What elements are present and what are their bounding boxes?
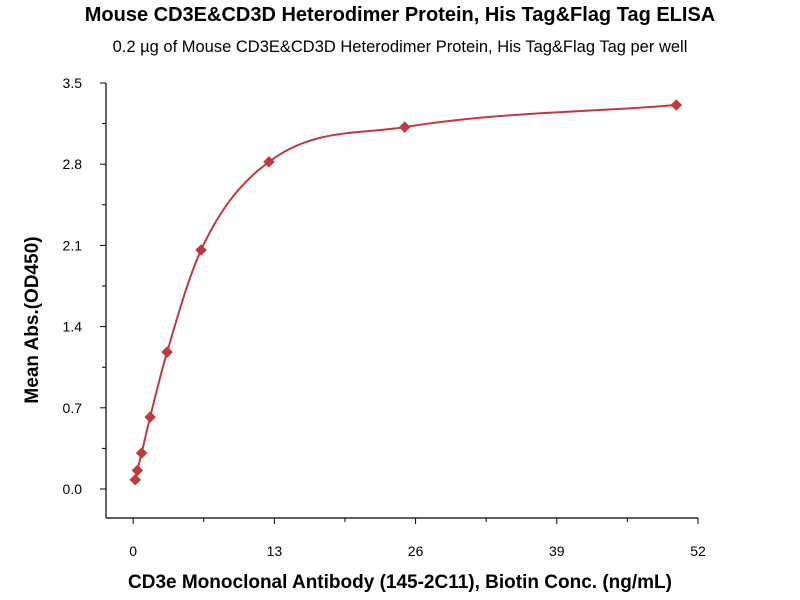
chart-title: Mouse CD3E&CD3D Heterodimer Protein, His… bbox=[84, 4, 716, 26]
x-tick-label: 26 bbox=[408, 543, 424, 559]
x-tick-label: 39 bbox=[549, 543, 565, 559]
y-tick-label: 0.0 bbox=[63, 481, 83, 497]
chart-subtitle: 0.2 µg of Mouse CD3E&CD3D Heterodimer Pr… bbox=[112, 38, 688, 56]
data-point bbox=[195, 244, 207, 256]
y-tick-label: 2.8 bbox=[63, 156, 83, 172]
data-point bbox=[131, 464, 144, 477]
data-point bbox=[263, 156, 275, 168]
y-tick-label: 3.5 bbox=[63, 75, 83, 91]
data-point bbox=[129, 473, 142, 486]
fit-curve bbox=[134, 104, 677, 480]
x-axis-label: CD3e Monoclonal Antibody (145-2C11), Bio… bbox=[128, 572, 672, 593]
y-tick-label: 1.4 bbox=[63, 319, 83, 335]
x-tick-label: 52 bbox=[690, 543, 706, 559]
data-point bbox=[161, 346, 173, 358]
data-points bbox=[129, 99, 683, 486]
x-tick-label: 13 bbox=[267, 543, 283, 559]
x-tick-label: 0 bbox=[129, 543, 137, 559]
data-point bbox=[135, 447, 148, 459]
y-axis-label: Mean Abs.(OD450) bbox=[22, 236, 43, 403]
axes: 0 13 26 39 52 0.0 0.7 1.4 2.1 2.8 3.5 bbox=[63, 75, 706, 559]
data-point bbox=[398, 121, 411, 133]
y-tick-label: 0.7 bbox=[63, 400, 83, 416]
data-point bbox=[144, 411, 156, 423]
data-point bbox=[670, 99, 683, 111]
y-tick-label: 2.1 bbox=[63, 237, 83, 253]
